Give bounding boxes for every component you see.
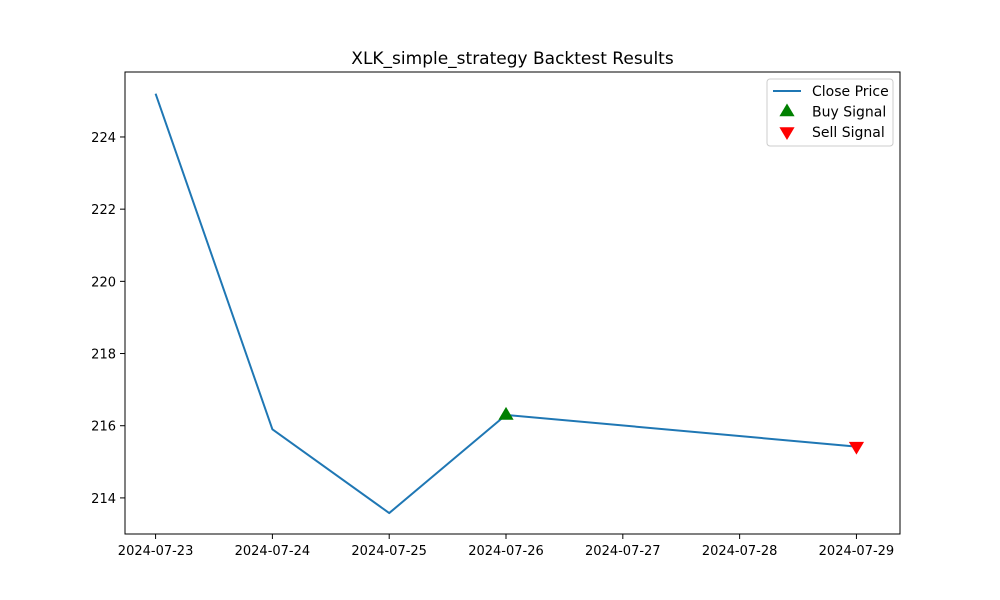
y-tick-label: 220 <box>91 275 116 290</box>
legend-box <box>766 78 894 147</box>
legend: Close Price Buy Signal Sell Signal <box>766 78 894 147</box>
y-tick-label: 216 <box>91 420 116 435</box>
legend-label: Close Price <box>812 84 889 100</box>
legend-label: Buy Signal <box>812 105 886 121</box>
plot-area: 2024-07-23 2024-07-24 2024-07-25 2024-07-26… <box>91 71 901 559</box>
y-tick-label: 222 <box>91 203 116 218</box>
y-tick-label: 218 <box>91 348 116 363</box>
y-tick-label: 214 <box>91 492 116 507</box>
sell-signal-marker <box>848 441 865 455</box>
legend-sell-signal-swatch <box>779 127 795 140</box>
legend-label: Sell Signal <box>812 125 885 141</box>
legend-buy-signal-swatch <box>779 103 795 117</box>
x-tick-label: 2024-07-27 <box>585 544 661 559</box>
x-tick-label: 2024-07-26 <box>468 544 544 559</box>
axes-frame <box>124 71 901 535</box>
x-tick-label: 2024-07-29 <box>819 544 895 559</box>
close-price-line <box>154 93 857 515</box>
chart-title: XLK_simple_strategy Backtest Results <box>351 49 674 69</box>
x-tick-label: 2024-07-25 <box>351 544 427 559</box>
x-tick-label: 2024-07-23 <box>118 544 194 559</box>
x-tick-label: 2024-07-28 <box>702 544 778 559</box>
y-tick-label: 224 <box>91 131 116 146</box>
x-tick-label: 2024-07-24 <box>235 544 311 559</box>
buy-signal-marker <box>498 406 514 420</box>
